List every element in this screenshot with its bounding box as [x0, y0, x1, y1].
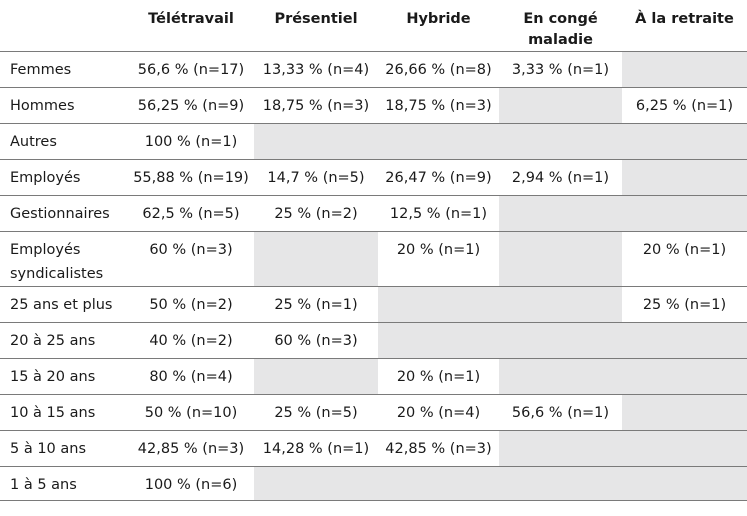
cell-hybride: 18,75 % (n=3): [378, 87, 499, 124]
cell-retraite: [622, 430, 747, 467]
cell-conge-maladie: [499, 286, 622, 323]
header-conge-maladie: En congé maladie: [499, 0, 622, 52]
header-hybride: Hybride: [378, 0, 499, 52]
cell-teletravail: 50 % (n=2): [128, 286, 254, 323]
row-label: 10 à 15 ans: [0, 394, 128, 431]
table-row: 5 à 10 ans 42,85 % (n=3) 14,28 % (n=1) 42,8…: [0, 430, 747, 467]
cell-presentiel: 14,7 % (n=5): [254, 159, 378, 196]
row-label: 5 à 10 ans: [0, 430, 128, 467]
row-label: 1 à 5 ans: [0, 466, 128, 501]
cell-conge-maladie: [499, 358, 622, 395]
cell-presentiel: 25 % (n=2): [254, 195, 378, 232]
cell-conge-maladie: 56,6 % (n=1): [499, 394, 622, 431]
cell-retraite: [622, 123, 747, 160]
cell-conge-maladie: 3,33 % (n=1): [499, 51, 622, 88]
cell-conge-maladie: [499, 466, 622, 501]
cell-conge-maladie: 2,94 % (n=1): [499, 159, 622, 196]
table-row: 20 à 25 ans 40 % (n=2) 60 % (n=3): [0, 322, 747, 359]
header-retraite: À la retraite: [622, 0, 747, 52]
cell-hybride: [378, 286, 499, 323]
table-row: 1 à 5 ans 100 % (n=6): [0, 466, 747, 501]
cell-conge-maladie: [499, 87, 622, 124]
row-label: 20 à 25 ans: [0, 322, 128, 359]
cell-presentiel: 25 % (n=1): [254, 286, 378, 323]
cell-retraite: [622, 159, 747, 196]
results-table: Télétravail Présentiel Hybride En congé …: [0, 0, 747, 501]
table-row: 15 à 20 ans 80 % (n=4) 20 % (n=1): [0, 358, 747, 395]
cell-conge-maladie: [499, 123, 622, 160]
cell-retraite: 25 % (n=1): [622, 286, 747, 323]
cell-presentiel: 60 % (n=3): [254, 322, 378, 359]
cell-conge-maladie: [499, 195, 622, 232]
table-row: Femmes 56,6 % (n=17) 13,33 % (n=4) 26,66 % …: [0, 51, 747, 88]
cell-hybride: [378, 123, 499, 160]
cell-retraite: [622, 51, 747, 88]
header-presentiel: Présentiel: [254, 0, 378, 52]
cell-teletravail: 60 % (n=3): [128, 231, 254, 287]
cell-teletravail: 80 % (n=4): [128, 358, 254, 395]
cell-hybride: 12,5 % (n=1): [378, 195, 499, 232]
table-row: Hommes 56,25 % (n=9) 18,75 % (n=3) 18,75 % …: [0, 87, 747, 124]
cell-hybride: 20 % (n=4): [378, 394, 499, 431]
cell-retraite: 20 % (n=1): [622, 231, 747, 287]
cell-retraite: [622, 466, 747, 501]
table-body: Femmes 56,6 % (n=17) 13,33 % (n=4) 26,66 % …: [0, 51, 747, 501]
row-label: Gestionnaires: [0, 195, 128, 232]
cell-conge-maladie: [499, 322, 622, 359]
cell-presentiel: 25 % (n=5): [254, 394, 378, 431]
cell-presentiel: 18,75 % (n=3): [254, 87, 378, 124]
cell-teletravail: 55,88 % (n=19): [128, 159, 254, 196]
table-row: 10 à 15 ans 50 % (n=10) 25 % (n=5) 20 % (n=…: [0, 394, 747, 431]
table-row: Employés syndicalistes 60 % (n=3) 20 % (n=…: [0, 231, 747, 287]
cell-hybride: 26,66 % (n=8): [378, 51, 499, 88]
cell-presentiel: [254, 466, 378, 501]
cell-teletravail: 56,6 % (n=17): [128, 51, 254, 88]
cell-teletravail: 62,5 % (n=5): [128, 195, 254, 232]
row-label: Hommes: [0, 87, 128, 124]
row-label: 25 ans et plus: [0, 286, 128, 323]
row-label: Autres: [0, 123, 128, 160]
cell-hybride: 20 % (n=1): [378, 358, 499, 395]
cell-teletravail: 50 % (n=10): [128, 394, 254, 431]
cell-teletravail: 100 % (n=6): [128, 466, 254, 501]
row-label: Femmes: [0, 51, 128, 88]
cell-teletravail: 40 % (n=2): [128, 322, 254, 359]
cell-retraite: 6,25 % (n=1): [622, 87, 747, 124]
cell-presentiel: [254, 231, 378, 287]
header-corner: [0, 0, 128, 52]
table-row: Gestionnaires 62,5 % (n=5) 25 % (n=2) 12,5 …: [0, 195, 747, 232]
table-row: 25 ans et plus 50 % (n=2) 25 % (n=1) 25 % (…: [0, 286, 747, 323]
cell-retraite: [622, 195, 747, 232]
table-row: Autres 100 % (n=1): [0, 123, 747, 160]
row-label: Employés: [0, 159, 128, 196]
cell-retraite: [622, 394, 747, 431]
cell-hybride: 26,47 % (n=9): [378, 159, 499, 196]
cell-conge-maladie: [499, 231, 622, 287]
cell-teletravail: 100 % (n=1): [128, 123, 254, 160]
header-teletravail: Télétravail: [128, 0, 254, 52]
cell-teletravail: 42,85 % (n=3): [128, 430, 254, 467]
cell-retraite: [622, 322, 747, 359]
cell-hybride: 20 % (n=1): [378, 231, 499, 287]
cell-teletravail: 56,25 % (n=9): [128, 87, 254, 124]
row-label: 15 à 20 ans: [0, 358, 128, 395]
cell-conge-maladie: [499, 430, 622, 467]
cell-hybride: [378, 322, 499, 359]
cell-retraite: [622, 358, 747, 395]
cell-presentiel: 14,28 % (n=1): [254, 430, 378, 467]
cell-presentiel: 13,33 % (n=4): [254, 51, 378, 88]
table-header: Télétravail Présentiel Hybride En congé …: [0, 0, 747, 52]
cell-hybride: [378, 466, 499, 501]
table-row: Employés 55,88 % (n=19) 14,7 % (n=5) 26,47 …: [0, 159, 747, 196]
cell-presentiel: [254, 358, 378, 395]
cell-presentiel: [254, 123, 378, 160]
header-row: Télétravail Présentiel Hybride En congé …: [0, 0, 747, 52]
row-label: Employés syndicalistes: [0, 231, 128, 287]
cell-hybride: 42,85 % (n=3): [378, 430, 499, 467]
